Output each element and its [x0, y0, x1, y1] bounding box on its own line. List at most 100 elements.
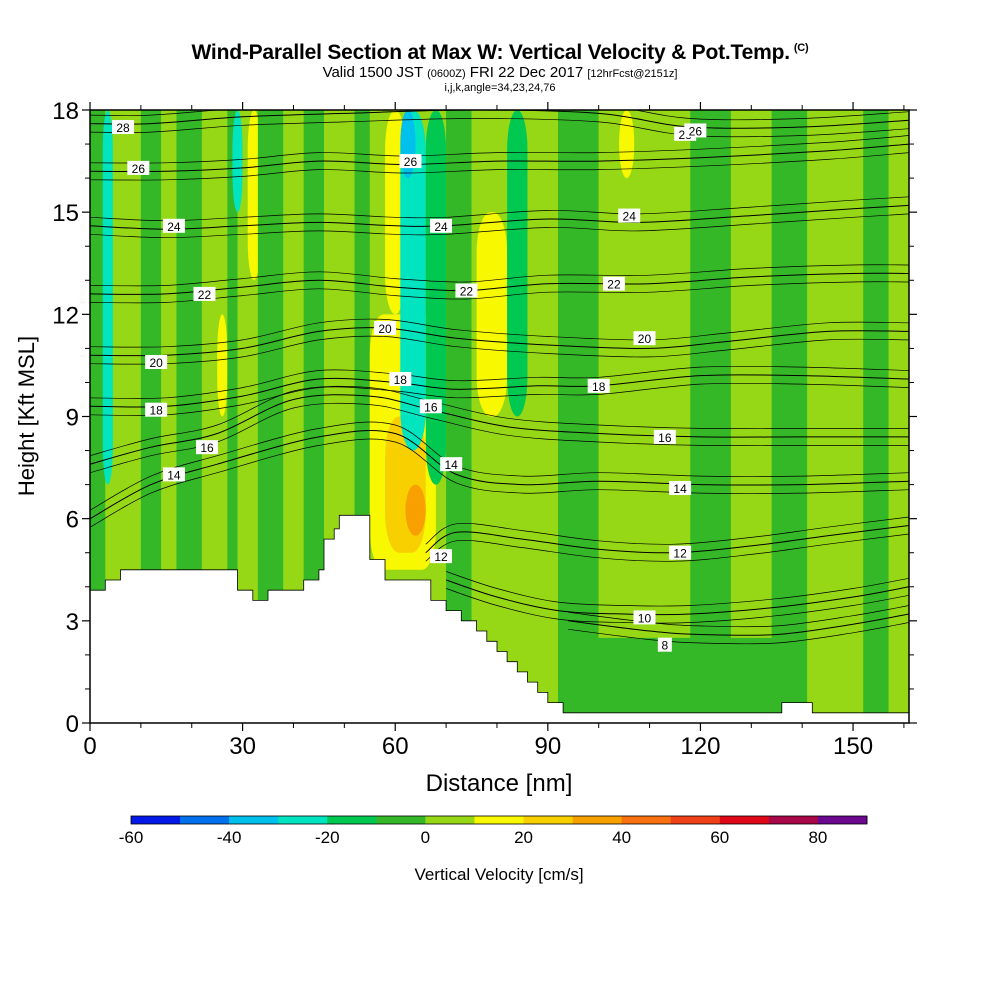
colorbar-tick-0: 0: [421, 828, 430, 847]
contour-label-box-14: [193, 286, 216, 301]
vv-band-13: [283, 110, 304, 723]
contour-label-21: 16: [658, 431, 672, 445]
theta-contour-14-aux-0: [90, 438, 909, 528]
vv-band-23: [425, 110, 447, 485]
contour-label-20: 14: [673, 482, 687, 496]
valid-prefix: Valid 1500 JST: [322, 64, 423, 81]
contour-label-box-2: [430, 549, 452, 564]
vv-band-37: [888, 110, 909, 723]
colorbar-bin-12: [719, 816, 770, 824]
vv-band-11: [247, 110, 261, 281]
vv-band-34: [771, 110, 808, 723]
vv-band-19: [405, 484, 426, 536]
colorbar-bin-1: [180, 816, 230, 824]
theta-contour-22-aux-0: [90, 281, 909, 304]
contour-label-box-26: [684, 123, 707, 138]
chart-title: Wind-Parallel Section at Max W: Vertical…: [0, 36, 1000, 65]
vv-band-38: [558, 637, 803, 723]
contour-label-box-21: [653, 429, 676, 444]
colorbar: -60 -40 -20 0 20 40 60 80: [119, 815, 868, 847]
theta-contour-8-aux-0: [568, 622, 909, 645]
contour-label-0: 8: [661, 639, 668, 653]
theta-contour-22: [90, 272, 909, 295]
vv-band-32: [690, 110, 731, 723]
contour-label-box-1: [633, 610, 656, 625]
x-tick-label-90: 90: [534, 733, 561, 760]
theta-contour-18-aux-1: [90, 365, 909, 399]
x-tick-label-150: 150: [833, 733, 873, 760]
vv-band-35: [807, 110, 864, 723]
vv-band-21: [400, 110, 426, 451]
terrain: [89, 514, 910, 724]
colorbar-tick-60: 60: [710, 828, 729, 847]
colorbar-tick--20: -20: [315, 828, 340, 847]
theta-contour-20: [90, 327, 909, 357]
colorbar-tick--60: -60: [119, 828, 144, 847]
colorbar-tick-80: 80: [808, 828, 827, 847]
colorbar-tick-40: 40: [612, 828, 631, 847]
contour-label-23: 20: [638, 332, 652, 346]
vv-band-1: [102, 110, 113, 485]
colorbar-bin-9: [572, 816, 623, 824]
contour-label-box-6: [374, 320, 397, 335]
vv-band-7: [217, 314, 228, 417]
contour-label-15: 20: [149, 356, 163, 370]
chart-title-text: Wind-Parallel Section at Max W: Vertical…: [191, 41, 791, 64]
y-tick-label-3: 3: [66, 609, 79, 636]
contour-label-5: 18: [394, 373, 408, 387]
theta-contour-26-aux-0: [90, 152, 909, 181]
contour-label-25: 24: [623, 210, 637, 224]
colorbar-bin-8: [523, 816, 574, 824]
contour-label-3: 14: [444, 458, 458, 472]
theta-contour-14: [90, 429, 909, 520]
vv-band-0: [90, 110, 106, 723]
y-tick-label-12: 12: [52, 302, 79, 329]
x-axis-label: Distance [nm]: [426, 770, 573, 797]
y-tick-label-18: 18: [52, 98, 79, 125]
vv-band-28: [558, 110, 599, 723]
theta-contour-22-aux-1: [90, 264, 909, 287]
theta-contour-24-aux-0: [90, 213, 909, 239]
colorbar-tick--40: -40: [217, 828, 242, 847]
contour-label-7: 22: [460, 284, 474, 298]
index-label: i,j,k,angle=34,23,24,76: [444, 82, 556, 94]
vv-band-9: [232, 110, 243, 213]
contour-label-16: 18: [149, 404, 163, 418]
colorbar-bin-11: [670, 816, 721, 824]
contour-label-11: 28: [116, 121, 130, 135]
theta-contours: [90, 110, 909, 645]
theta-contour-18: [90, 374, 909, 408]
theta-contour-10-aux-0: [445, 588, 909, 624]
theta-contour-10: [445, 579, 909, 616]
y-tick-label-6: 6: [66, 507, 79, 534]
contour-label-19: 12: [673, 547, 687, 561]
contour-label-box-7: [455, 283, 478, 298]
contour-label-2: 12: [434, 550, 448, 564]
contour-label-26: 26: [689, 124, 703, 138]
contour-label-box-17: [196, 440, 218, 455]
colorbar-bin-7: [474, 816, 525, 824]
theta-contour-28-aux-0: [90, 118, 909, 138]
vv-band-31: [634, 110, 691, 723]
contour-label-24: 22: [607, 278, 621, 292]
x-tick-label-120: 120: [680, 733, 720, 760]
theta-contour-14-aux-1: [90, 421, 909, 511]
theta-contour-24-aux-1: [90, 196, 909, 222]
contour-label-box-11: [112, 120, 135, 135]
terrain-mask: [89, 514, 910, 724]
vv-band-36: [863, 110, 889, 723]
contour-label-17: 16: [200, 441, 214, 455]
valid-forecast: [12hrFcst@2151z]: [587, 68, 678, 80]
colorbar-frame: [130, 815, 868, 825]
title-block: Wind-Parallel Section at Max W: Vertical…: [0, 36, 1000, 94]
theta-contour-10-aux-1: [445, 571, 909, 607]
contour-label-box-23: [633, 331, 656, 346]
contour-label-18: 14: [167, 468, 181, 482]
contour-label-6: 20: [378, 322, 392, 336]
theta-contour-26-aux-1: [90, 135, 909, 164]
theta-contour-24: [90, 204, 909, 230]
theta-contour-26: [90, 143, 909, 173]
contour-label-9: 26: [404, 155, 418, 169]
theta-contour-18-aux-0: [90, 382, 909, 416]
